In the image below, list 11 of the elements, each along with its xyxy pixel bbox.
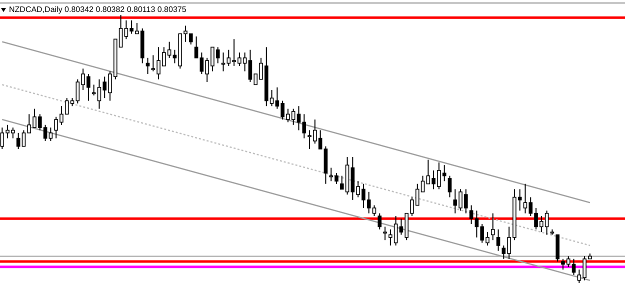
candlestick	[448, 175, 452, 198]
candlestick	[496, 228, 500, 252]
candlestick	[16, 132, 20, 150]
candlestick	[378, 212, 382, 230]
candlestick	[383, 226, 387, 241]
candlestick	[490, 212, 495, 241]
candlestick	[48, 127, 53, 142]
chart-title: NZDCAD,Daily 0.80342 0.80382 0.80113 0.80375	[9, 5, 187, 14]
candlestick	[469, 204, 474, 225]
candlestick	[194, 36, 198, 58]
candlestick	[146, 57, 150, 74]
